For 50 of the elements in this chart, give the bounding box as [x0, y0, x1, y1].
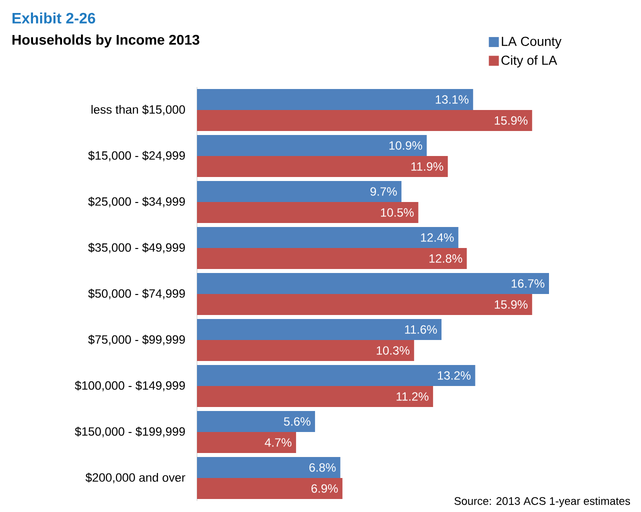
y-tick-label: $50,000 - $74,999 — [88, 288, 185, 300]
data-label: 11.6% — [405, 325, 437, 334]
bar — [197, 340, 414, 361]
y-tick-label: $150,000 - $199,999 — [74, 426, 185, 438]
data-label: 6.9% — [312, 484, 338, 493]
chart-subtitle: Households by Income 2013 — [12, 34, 200, 48]
annotation: Source: 2013 ACS 1-year estimates — [454, 496, 630, 508]
data-label: 12.4% — [421, 233, 454, 242]
bar — [197, 156, 448, 177]
bar — [197, 248, 467, 269]
data-label: 16.7% — [512, 279, 544, 288]
bar — [197, 226, 458, 248]
text: Exhibit 2-26 — [12, 12, 96, 24]
bar — [197, 110, 532, 131]
y-tick-label: $75,000 - $99,999 — [88, 334, 185, 346]
y-tick-label: $35,000 - $49,999 — [88, 242, 185, 254]
bar — [197, 272, 549, 294]
data-label: 11.2% — [396, 392, 428, 401]
data-label: 15.9% — [494, 116, 528, 125]
data-label: 13.2% — [438, 371, 471, 380]
bar — [197, 89, 474, 110]
data-label: 13.1% — [436, 95, 468, 104]
bar — [197, 294, 532, 315]
bar — [197, 432, 296, 453]
legend-label: LA County — [502, 36, 562, 49]
data-label: 10.3% — [376, 346, 410, 355]
data-label: 4.7% — [264, 438, 292, 447]
y-tick-label: $100,000 - $149,999 — [74, 380, 185, 392]
bar — [197, 318, 442, 340]
bar — [197, 478, 342, 499]
bar — [197, 410, 316, 432]
data-label: 5.6% — [284, 417, 310, 426]
data-label: 9.7% — [370, 187, 397, 196]
y-tick-label: less than $15,000 — [92, 104, 185, 116]
data-label: 11.9% — [411, 162, 444, 171]
bar — [197, 364, 476, 386]
data-label: 6.8% — [309, 463, 336, 472]
y-tick-label: $15,000 - $24,999 — [88, 150, 185, 162]
bar — [197, 456, 340, 478]
bar — [197, 202, 418, 223]
y-tick-label: $25,000 - $34,999 — [88, 196, 185, 208]
data-label: 10.9% — [389, 141, 422, 150]
data-label: 12.8% — [429, 254, 462, 263]
bar — [197, 135, 427, 156]
data-label: 10.5% — [381, 208, 414, 217]
legend-label: City of LA — [502, 55, 558, 68]
data-label: 15.9% — [494, 300, 528, 309]
bar — [197, 181, 402, 202]
bar — [197, 386, 434, 407]
y-tick-label: $200,000 and over — [86, 472, 186, 484]
